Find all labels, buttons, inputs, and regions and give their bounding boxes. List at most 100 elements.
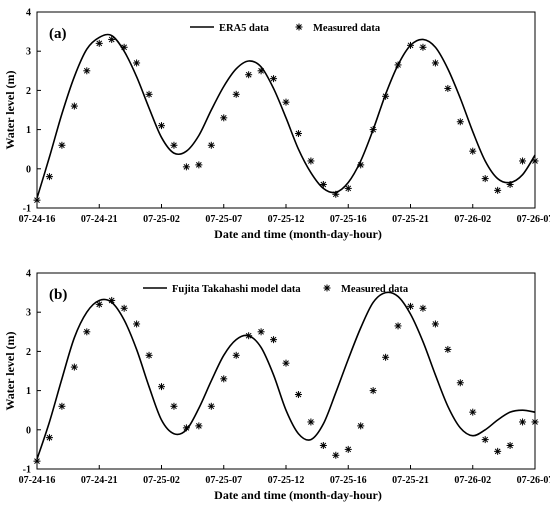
x-tick-label: 07-25-07 xyxy=(205,214,242,225)
data-point xyxy=(257,328,265,336)
chart-panel-a: -1 0 1 2 3 4 07-24-16 07-24-21 07-25-02 07-25-07 0… xyxy=(3,8,550,242)
x-axis-title: Date and time (month-day-hour) xyxy=(214,488,382,502)
data-point xyxy=(469,408,477,416)
legend-label: Fujita Takahashi model data xyxy=(172,284,301,295)
data-point xyxy=(120,43,128,51)
legend-label: Measured data xyxy=(341,284,409,295)
data-point xyxy=(506,441,514,449)
legend-label: Measured data xyxy=(313,23,381,34)
y-tick-label: 4 xyxy=(26,269,31,280)
data-point xyxy=(456,379,464,387)
x-axis-title: Date and time (month-day-hour) xyxy=(214,227,382,241)
data-point xyxy=(332,190,340,198)
legend-marker-swatch xyxy=(295,23,303,31)
data-point xyxy=(394,61,402,69)
data-point xyxy=(170,141,178,149)
panel-label: (a) xyxy=(49,26,67,42)
x-tick-label: 07-25-02 xyxy=(143,475,180,486)
chart-panel-b: -1 0 1 2 3 4 07-24-16 07-24-21 07-25-02 07-25-07 0… xyxy=(3,269,550,503)
data-point xyxy=(294,130,302,138)
data-point xyxy=(282,98,290,106)
data-point xyxy=(220,114,228,122)
y-tick-label: 4 xyxy=(26,8,31,19)
data-point xyxy=(83,67,91,75)
data-point xyxy=(494,447,502,455)
data-point xyxy=(506,180,514,188)
data-point xyxy=(133,59,141,67)
y-tick-label: 1 xyxy=(26,125,31,136)
data-point xyxy=(494,186,502,194)
data-point xyxy=(120,304,128,312)
x-tick-label: 07-26-02 xyxy=(454,475,491,486)
data-point xyxy=(481,436,489,444)
data-point xyxy=(282,359,290,367)
x-tick-label: 07-25-21 xyxy=(392,214,429,225)
y-axis-title: Water level (m) xyxy=(3,70,17,149)
y-tick-label: 2 xyxy=(26,347,31,358)
data-point xyxy=(108,35,116,43)
data-point xyxy=(519,157,527,165)
data-point xyxy=(307,157,315,165)
data-point xyxy=(145,90,153,98)
data-point xyxy=(33,196,41,204)
legend-label: ERA5 data xyxy=(219,23,270,34)
data-point xyxy=(207,141,215,149)
x-tick-label: 07-25-16 xyxy=(330,214,367,225)
data-point xyxy=(195,422,203,430)
x-tick-label: 07-26-02 xyxy=(454,214,491,225)
data-point xyxy=(531,157,539,165)
data-point xyxy=(182,163,190,171)
data-point xyxy=(170,402,178,410)
legend: Fujita Takahashi model data Measured data xyxy=(143,284,409,295)
data-point xyxy=(456,118,464,126)
data-point xyxy=(270,336,278,344)
y-tick-label: 3 xyxy=(26,47,31,58)
x-tick-label: 07-26-07 xyxy=(517,214,550,225)
data-point xyxy=(369,387,377,395)
x-tick-label: 07-25-07 xyxy=(205,475,242,486)
x-tick-label: 07-24-16 xyxy=(19,475,56,486)
data-point xyxy=(307,418,315,426)
data-point xyxy=(145,351,153,359)
data-point xyxy=(444,345,452,353)
data-point xyxy=(431,59,439,67)
data-point xyxy=(83,328,91,336)
x-tick-label: 07-25-21 xyxy=(392,475,429,486)
data-point xyxy=(419,43,427,51)
x-tick-label: 07-24-21 xyxy=(81,475,118,486)
data-point xyxy=(431,320,439,328)
data-point xyxy=(469,147,477,155)
data-point xyxy=(108,296,116,304)
y-tick-label: 0 xyxy=(26,425,31,436)
data-point xyxy=(195,161,203,169)
y-tick-label: -1 xyxy=(23,465,31,476)
data-point xyxy=(369,126,377,134)
data-point xyxy=(394,322,402,330)
data-point xyxy=(344,184,352,192)
data-point xyxy=(481,175,489,183)
data-point xyxy=(245,71,253,79)
panel-label: (b) xyxy=(49,287,67,303)
data-point xyxy=(245,332,253,340)
data-point xyxy=(58,402,66,410)
data-point xyxy=(220,375,228,383)
data-point xyxy=(319,441,327,449)
data-point xyxy=(182,424,190,432)
data-point xyxy=(95,39,103,47)
x-tick-label: 07-25-02 xyxy=(143,214,180,225)
data-point xyxy=(33,457,41,465)
x-tick-label: 07-24-21 xyxy=(81,214,118,225)
data-point xyxy=(344,445,352,453)
x-tick-label: 07-25-16 xyxy=(330,475,367,486)
data-point xyxy=(158,122,165,130)
y-tick-label: 1 xyxy=(26,386,31,397)
data-point xyxy=(207,402,215,410)
series-line xyxy=(36,291,536,460)
data-point xyxy=(332,451,340,459)
data-point xyxy=(158,383,165,391)
x-tick-label: 07-24-16 xyxy=(19,214,56,225)
data-point xyxy=(294,391,302,399)
legend: ERA5 data Measured data xyxy=(190,23,381,34)
